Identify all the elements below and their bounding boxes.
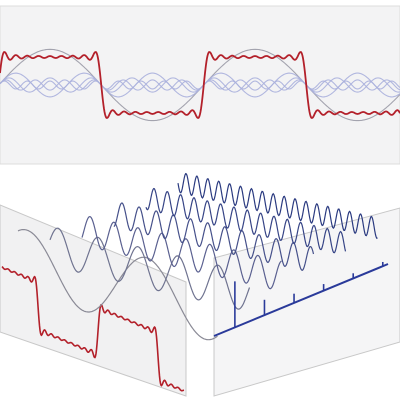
top-waves <box>0 48 400 122</box>
harmonic-wave <box>177 172 378 240</box>
spectrum-baseline <box>213 263 389 337</box>
bottom-waves <box>1 172 389 392</box>
harmonic-wave <box>49 227 251 310</box>
harmonic-wave <box>17 229 218 341</box>
right-plane <box>213 207 400 397</box>
square-wave-sum <box>0 51 400 119</box>
square-wave-sum <box>1 266 185 392</box>
harmonic-wave <box>113 202 315 271</box>
harmonic-wave <box>145 187 347 254</box>
harmonic-wave <box>0 80 400 90</box>
